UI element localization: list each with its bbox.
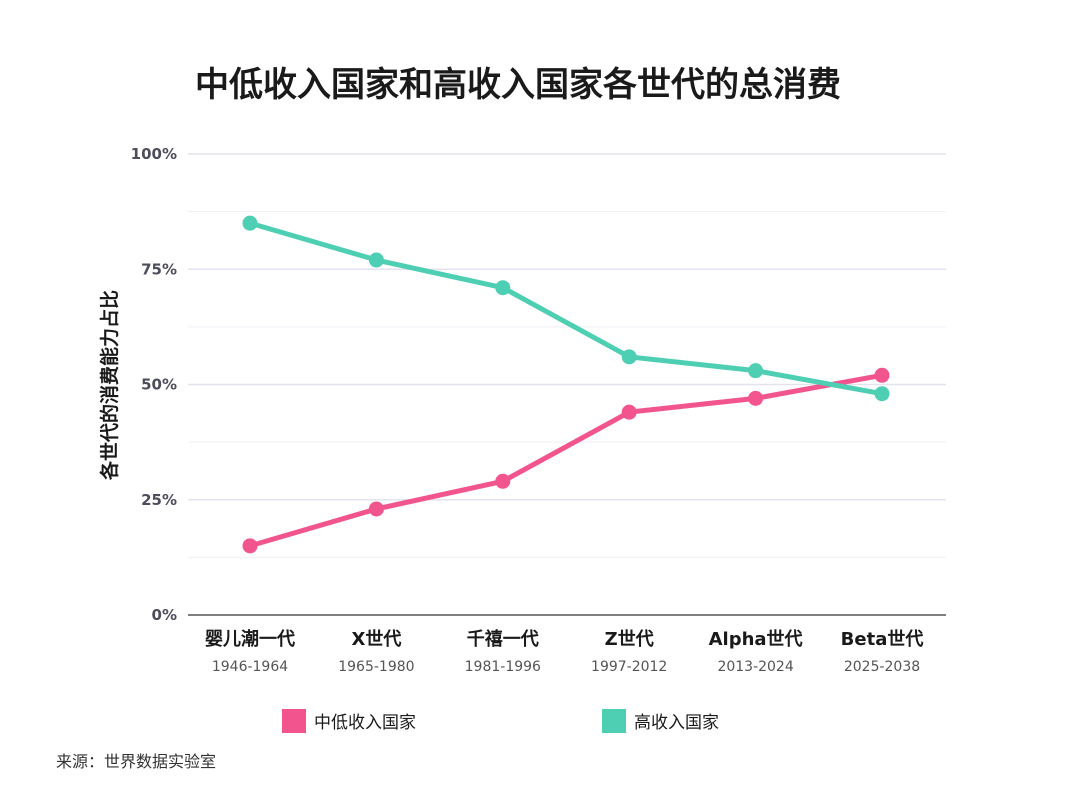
legend-swatch: [282, 709, 306, 733]
series-group: [242, 215, 890, 554]
series-line-2: [247, 220, 885, 397]
y-tick-label: 100%: [131, 145, 177, 163]
x-category-years: 1981-1996: [465, 659, 541, 675]
series-1-point: [495, 473, 511, 489]
y-tick-label: 25%: [141, 491, 177, 509]
series-2-point: [621, 349, 637, 365]
y-axis-ticks: 0% 25% 50% 75% 100%: [131, 145, 177, 624]
chart-title: 中低收入国家和高收入国家各世代的总消费: [195, 65, 841, 105]
series-1-point: [748, 390, 764, 406]
series-1-point: [242, 538, 258, 554]
x-category-label: Beta世代: [841, 629, 924, 650]
series-line-1: [247, 372, 885, 549]
series-1-point: [621, 404, 637, 420]
x-category-years: 1997-2012: [591, 659, 667, 675]
grid: [188, 153, 946, 558]
x-axis-labels: 婴儿潮一代 1946-1964 X世代 1965-1980 千禧一代 1981-1996 Z…: [205, 628, 923, 675]
x-category-label: Alpha世代: [709, 629, 803, 650]
y-tick-label: 50%: [141, 376, 177, 394]
series-2-point: [748, 363, 764, 379]
legend-swatch: [602, 709, 626, 733]
x-category-years: 1946-1964: [212, 659, 288, 675]
x-category-label: Z世代: [605, 629, 654, 650]
source-note: 来源：世界数据实验室: [56, 752, 216, 771]
x-category-label: 婴儿潮一代: [205, 629, 295, 650]
y-axis-label: 各世代的消费能力占比: [98, 290, 121, 481]
x-category-years: 1965-1980: [338, 659, 414, 675]
series-1-point: [874, 367, 890, 383]
x-category-years: 2025-2038: [844, 659, 920, 675]
x-category-label: 千禧一代: [467, 628, 539, 650]
legend-label: 高收入国家: [634, 713, 719, 733]
series-1-point: [368, 501, 384, 517]
series-2-point: [242, 215, 258, 231]
series-2-point: [495, 280, 511, 296]
legend-label: 中低收入国家: [314, 713, 416, 733]
y-tick-label: 75%: [141, 260, 177, 278]
legend: 中低收入国家 高收入国家: [282, 709, 719, 733]
y-tick-label: 0%: [152, 606, 177, 624]
x-category-years: 2013-2024: [717, 659, 793, 675]
series-2-point: [874, 386, 890, 402]
x-category-label: X世代: [351, 629, 401, 650]
series-2-point: [368, 252, 384, 268]
